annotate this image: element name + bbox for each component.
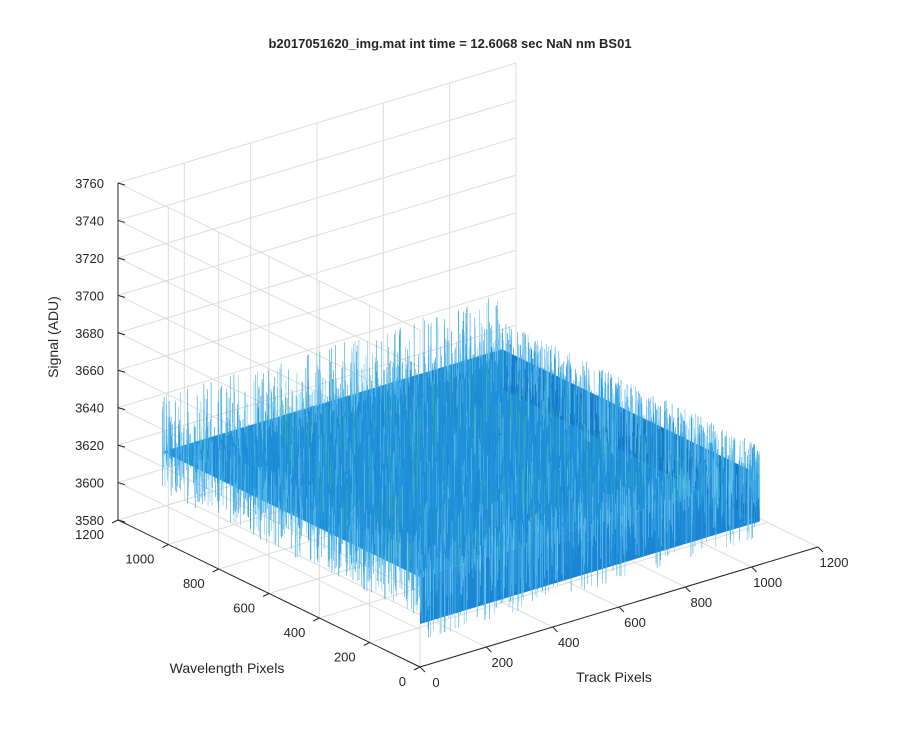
wall-gridline-z — [117, 137, 517, 259]
y-tick-label: 800 — [183, 576, 205, 591]
z-tick-label: 3720 — [75, 251, 104, 266]
y-tick-label: 200 — [334, 650, 356, 665]
z-tick — [117, 369, 126, 373]
wall-gridline-z — [117, 212, 517, 334]
y-tick-label: 600 — [233, 601, 255, 616]
wall-gridline-z — [117, 174, 517, 296]
x-tick-label: 400 — [558, 635, 580, 650]
x-tick — [618, 606, 625, 613]
x-tick — [751, 566, 758, 573]
y-tick — [212, 568, 219, 573]
y-tick-label: 1200 — [75, 527, 104, 542]
z-tick-label: 3660 — [75, 363, 104, 378]
axes — [111, 182, 824, 673]
x-tick-label: 200 — [491, 655, 513, 670]
z-tick — [117, 519, 126, 523]
z-axis-label: Signal (ADU) — [45, 296, 61, 378]
wall-gridline-z — [117, 287, 517, 409]
wall-gridline-z — [117, 182, 421, 331]
z-tick — [117, 444, 126, 448]
y-tick — [111, 519, 119, 524]
y-tick-label: 400 — [284, 625, 306, 640]
y-tick — [363, 642, 370, 646]
surface-mesh — [162, 297, 760, 638]
z-tick-label: 3600 — [75, 476, 104, 491]
x-axis-label: Track Pixels — [576, 669, 652, 685]
z-tick-label: 3620 — [75, 438, 104, 453]
z-tick — [117, 257, 126, 261]
wall-gridline-z — [117, 219, 421, 368]
x-tick-label: 800 — [690, 595, 712, 610]
z-tick — [117, 182, 126, 186]
y-tick-label: 0 — [399, 674, 406, 689]
y-tick — [313, 617, 320, 622]
chart-title: b2017051620_img.mat int time = 12.6068 s… — [268, 36, 631, 51]
z-tick — [117, 332, 126, 336]
x-tick — [684, 586, 691, 593]
y-tick — [413, 666, 421, 671]
wall-gridline-z — [117, 99, 517, 221]
x-tick-label: 600 — [624, 615, 646, 630]
wall-gridline-z — [117, 482, 421, 631]
z-tick-label: 3580 — [75, 513, 104, 528]
z-tick-label: 3680 — [75, 326, 104, 341]
x-tick — [552, 626, 559, 633]
floor-gridline-y — [369, 522, 768, 643]
z-tick-label: 3700 — [75, 288, 104, 303]
x-tick-label: 0 — [432, 675, 439, 690]
z-tick — [117, 294, 126, 298]
z-tick — [117, 482, 126, 486]
z-tick-label: 3640 — [75, 401, 104, 416]
z-tick — [117, 219, 126, 223]
z-tick — [117, 407, 126, 411]
x-tick — [817, 546, 824, 553]
z-tick-label: 3740 — [75, 213, 104, 228]
z-tick-label: 3760 — [75, 176, 104, 191]
x-tick — [485, 646, 492, 653]
y-tick — [162, 544, 169, 548]
y-axis-label: Wavelength Pixels — [170, 660, 285, 676]
x-tick — [419, 666, 426, 673]
y-tick — [262, 593, 270, 597]
tick-labels: 0 200 400 600 800 1000 1200 0 200 400 600 800 1000 12… — [75, 176, 848, 690]
wall-gridline-z — [117, 62, 517, 184]
y-tick-label: 1000 — [125, 552, 154, 567]
x-tick-label: 1200 — [820, 555, 849, 570]
wall-gridline-z — [117, 249, 517, 371]
x-tick-label: 1000 — [753, 575, 782, 590]
